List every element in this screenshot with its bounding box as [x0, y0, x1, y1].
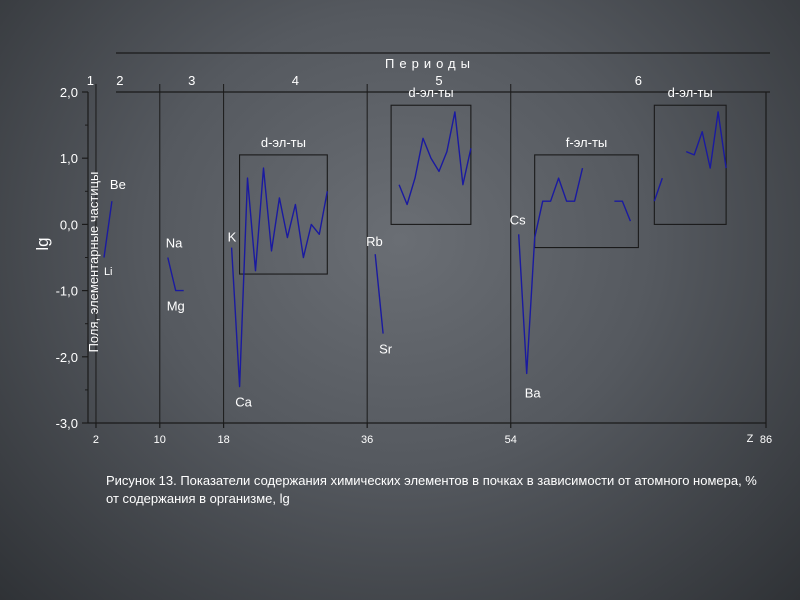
y-tick-label: -3,0 [56, 416, 78, 431]
group-box [653, 104, 727, 225]
group-box [239, 154, 328, 275]
y-tick-label: 0,0 [60, 217, 78, 232]
period-label: 2 [116, 73, 123, 88]
x-tick-label: 36 [361, 434, 373, 446]
chart-title: Периоды [385, 56, 475, 71]
series-line [103, 201, 113, 258]
series-line [398, 111, 472, 206]
y-axis-secondary-label: Поля, элементарные частицы [86, 172, 101, 353]
x-tick-label: 54 [505, 434, 517, 446]
group-label: d-эл-ты [668, 85, 713, 100]
element-label: Na [166, 236, 183, 251]
x-axis-label: Z [747, 433, 754, 445]
period-label: 5 [435, 73, 442, 88]
figure-caption: Рисунок 13. Показатели содержания химиче… [106, 473, 757, 506]
element-label: Ca [235, 395, 252, 410]
element-label: Mg [167, 299, 185, 314]
element-label: Ba [525, 385, 542, 400]
period-label: 1 [87, 73, 94, 88]
x-tick-label: 18 [217, 434, 229, 446]
period-label: 3 [188, 73, 195, 88]
element-label: Li [104, 266, 113, 278]
y-tick-label: -1,0 [56, 284, 78, 299]
y-tick-label: -2,0 [56, 350, 78, 365]
element-label: Rb [366, 234, 383, 249]
group-box [534, 154, 639, 249]
series-line [374, 254, 384, 334]
series-line [614, 200, 632, 222]
element-label: Be [110, 177, 126, 192]
group-label: f-эл-ты [566, 135, 608, 150]
series-line [685, 111, 727, 169]
period-label: 6 [635, 73, 642, 88]
element-label: K [228, 230, 237, 245]
x-tick-label: 10 [154, 434, 166, 446]
element-label: Sr [379, 342, 393, 357]
series-line [653, 177, 663, 202]
group-label: d-эл-ты [408, 85, 453, 100]
x-tick-label: 2 [93, 434, 99, 446]
y-axis-label: lg [33, 237, 52, 250]
y-tick-label: 1,0 [60, 151, 78, 166]
element-label: Cs [510, 212, 526, 227]
period-label: 4 [292, 73, 299, 88]
group-label: d-эл-ты [261, 135, 306, 150]
series-line [167, 257, 184, 292]
x-tick-label: 86 [760, 434, 772, 446]
y-tick-label: 2,0 [60, 85, 78, 100]
series-line [230, 167, 328, 388]
series-line [518, 167, 584, 375]
group-box [390, 104, 472, 225]
